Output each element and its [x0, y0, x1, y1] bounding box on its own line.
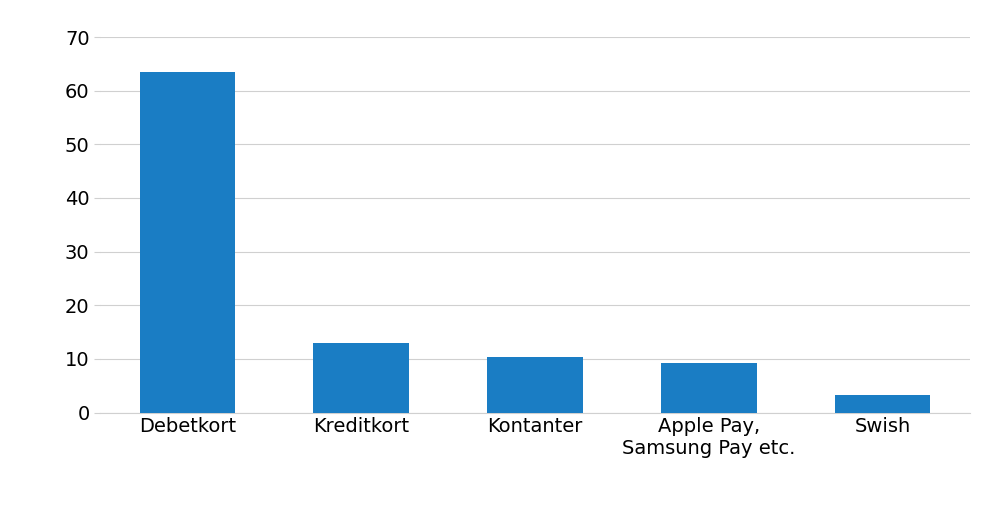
- Bar: [487, 358, 583, 413]
- Bar: [140, 72, 235, 413]
- Bar: [313, 343, 409, 413]
- Bar: [661, 363, 757, 413]
- Bar: [835, 395, 930, 413]
